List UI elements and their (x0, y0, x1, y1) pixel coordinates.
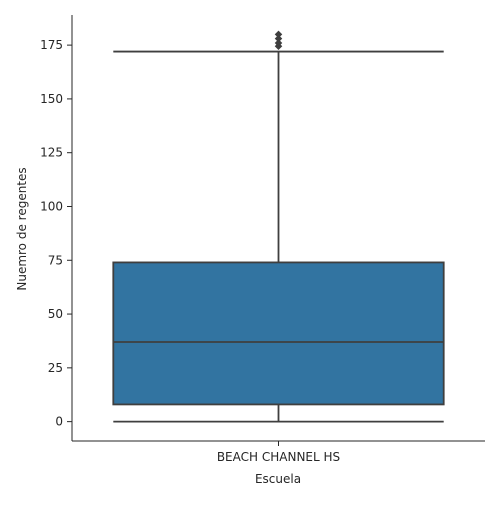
y-tick-label: 0 (55, 415, 63, 429)
y-tick-label: 150 (40, 92, 63, 106)
y-tick-label: 125 (40, 146, 63, 160)
y-tick-label: 50 (48, 307, 63, 321)
outlier-point (274, 39, 283, 47)
outlier-point (274, 30, 283, 39)
y-axis-title: Nuemro de regentes (15, 167, 29, 290)
iqr-box (112, 261, 445, 406)
x-tick-label: BEACH CHANNEL HS (217, 450, 340, 464)
x-axis-title: Escuela (255, 472, 301, 486)
y-tick-label: 100 (40, 199, 63, 213)
y-tick-label: 25 (48, 361, 63, 375)
outlier-point (274, 34, 283, 43)
y-tick-label: 175 (40, 38, 63, 52)
plot-area: 0 25 50 75 100 125 150 175 BEACH CHANNEL HS (40, 15, 485, 464)
y-tick-label: 75 (48, 253, 63, 267)
